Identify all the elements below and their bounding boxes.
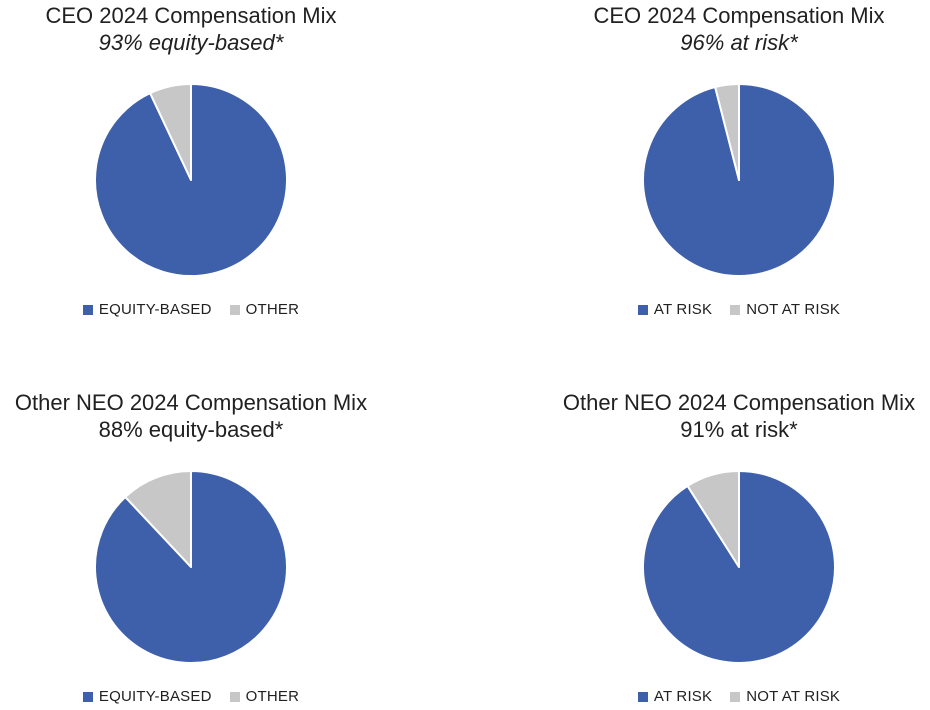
legend-item-at-risk: AT RISK	[637, 301, 713, 318]
legend-label: NOT AT RISK	[746, 301, 841, 318]
chart-legend: AT RISK NOT AT RISK	[637, 301, 840, 318]
legend-item-not-at-risk: NOT AT RISK	[730, 302, 840, 317]
chart-ceo-at-risk-mix: CEO 2024 Compensation Mix 96% at risk* A…	[548, 2, 930, 317]
chart-subtitle: 88% equity-based*	[98, 417, 284, 442]
legend-item-at-risk: AT RISK	[637, 688, 713, 705]
legend-swatch-gray	[229, 304, 240, 315]
chart-neo-equity-mix: Other NEO 2024 Compensation Mix 88% equi…	[0, 389, 382, 704]
pie-ceo-equity	[94, 83, 288, 277]
legend-label: EQUITY-BASED	[98, 688, 212, 705]
legend-label: NOT AT RISK	[746, 688, 841, 705]
pie-neo-at-risk	[641, 470, 836, 664]
chart-legend: EQUITY-BASED OTHER	[82, 688, 300, 705]
legend-label: OTHER	[245, 688, 300, 705]
chart-subtitle: 91% at risk*	[680, 417, 798, 442]
legend-item-equity-based: EQUITY-BASED	[82, 688, 212, 705]
legend-swatch-gray	[730, 691, 741, 702]
legend-swatch-blue	[82, 304, 93, 315]
pie-neo-equity	[94, 470, 288, 664]
chart-ceo-equity-mix: CEO 2024 Compensation Mix 93% equity-bas…	[0, 2, 382, 317]
chart-title: CEO 2024 Compensation Mix	[45, 3, 337, 28]
legend-swatch-gray	[229, 691, 240, 702]
chart-neo-at-risk-mix: Other NEO 2024 Compensation Mix 91% at r…	[548, 389, 930, 704]
legend-label: AT RISK	[653, 301, 713, 318]
chart-subtitle: 96% at risk*	[680, 30, 798, 55]
legend-swatch-gray	[730, 304, 741, 315]
legend-swatch-blue	[637, 304, 648, 315]
legend-swatch-blue	[637, 691, 648, 702]
legend-label: EQUITY-BASED	[98, 301, 212, 318]
legend-item-other: OTHER	[229, 688, 300, 705]
legend-label: AT RISK	[653, 688, 713, 705]
legend-item-other: OTHER	[229, 301, 300, 318]
legend-swatch-blue	[82, 691, 93, 702]
pie-ceo-at-risk	[642, 83, 836, 277]
chart-legend: EQUITY-BASED OTHER	[82, 301, 300, 318]
legend-label: OTHER	[245, 301, 300, 318]
legend-item-equity-based: EQUITY-BASED	[82, 301, 212, 318]
chart-title: Other NEO 2024 Compensation Mix	[14, 390, 368, 415]
chart-legend: AT RISK NOT AT RISK	[637, 688, 840, 705]
legend-item-not-at-risk: NOT AT RISK	[730, 689, 840, 704]
chart-subtitle: 93% equity-based*	[98, 30, 284, 55]
chart-title: CEO 2024 Compensation Mix	[593, 3, 885, 28]
chart-title: Other NEO 2024 Compensation Mix	[562, 390, 916, 415]
